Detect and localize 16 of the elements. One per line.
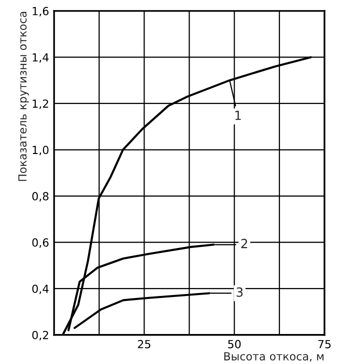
y-tick-label: 1,6 — [32, 6, 49, 16]
x-tick-label: 75 — [318, 340, 331, 348]
x-axis-title: Высота откоса, м — [224, 352, 324, 362]
y-tick-label: 1,4 — [32, 53, 49, 63]
x-tick-label: 25 — [138, 340, 150, 348]
y-tick-label: 0,4 — [32, 284, 49, 294]
legend-label: 3 — [236, 287, 243, 297]
y-tick-label: 0,8 — [32, 192, 48, 202]
text: 1 — [235, 110, 241, 120]
y-tick-label: 1,0 — [32, 146, 48, 156]
y-axis-title: Показатель крутизны откоса — [18, 12, 29, 181]
y-tick-label: 1,2 — [32, 99, 48, 109]
legend-label: 2 — [241, 238, 248, 248]
y-tick-label: 0,6 — [32, 238, 49, 248]
x-tick-label: 50 — [228, 340, 241, 348]
y-tick-label: 0,2 — [32, 330, 48, 340]
